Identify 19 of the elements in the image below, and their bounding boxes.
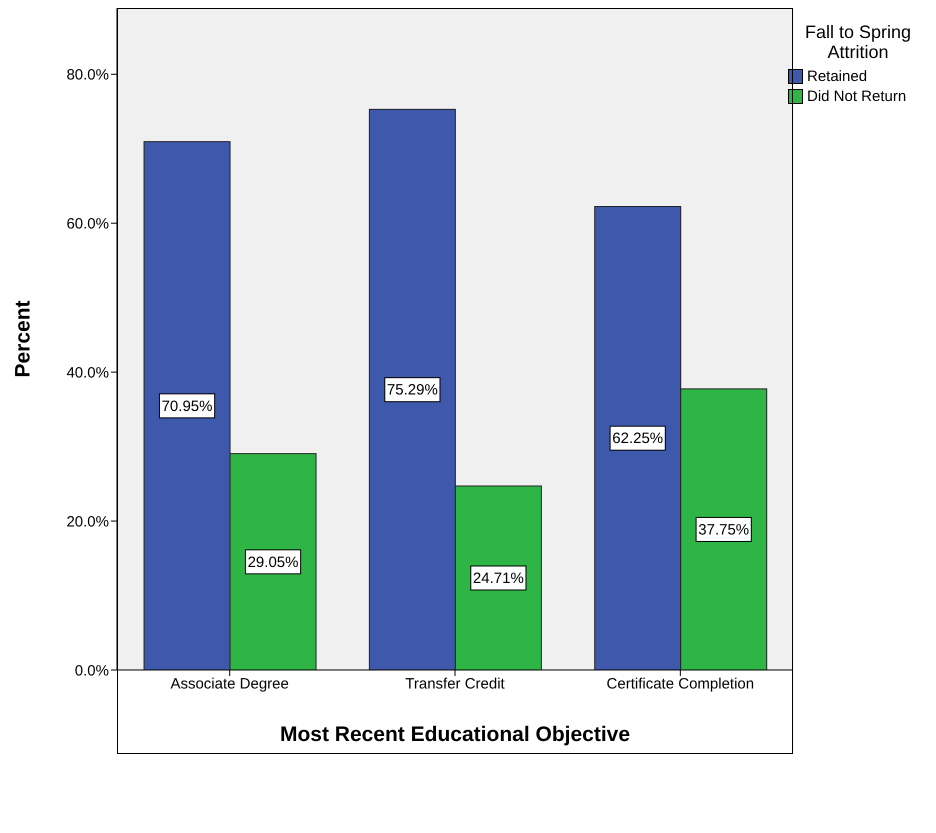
legend-title: Fall to Spring Attrition: [804, 22, 912, 62]
data-label: 75.29%: [386, 382, 438, 399]
data-label: 24.71%: [472, 570, 524, 587]
data-label: 62.25%: [612, 430, 664, 448]
data-label: 29.05%: [248, 554, 298, 571]
y-tick-label: 0.0%: [74, 662, 109, 680]
legend-label: Did Not Return: [807, 88, 906, 104]
y-tick-label: 20.0%: [66, 513, 109, 530]
x-tick-label: Certificate Completion: [606, 676, 754, 693]
x-tick-label: Transfer Credit: [405, 676, 506, 693]
data-label: 70.95%: [162, 398, 212, 415]
x-tick-label: Associate Degree: [170, 676, 289, 693]
y-tick-label: 80.0%: [66, 66, 109, 84]
y-tick-label: 40.0%: [66, 364, 109, 382]
y-axis-title: Percent: [11, 300, 34, 378]
data-label: 37.75%: [698, 521, 750, 538]
legend-label: Retained: [807, 68, 868, 84]
y-tick-label: 60.0%: [66, 216, 109, 233]
x-axis-title: Most Recent Educational Objective: [280, 723, 630, 746]
